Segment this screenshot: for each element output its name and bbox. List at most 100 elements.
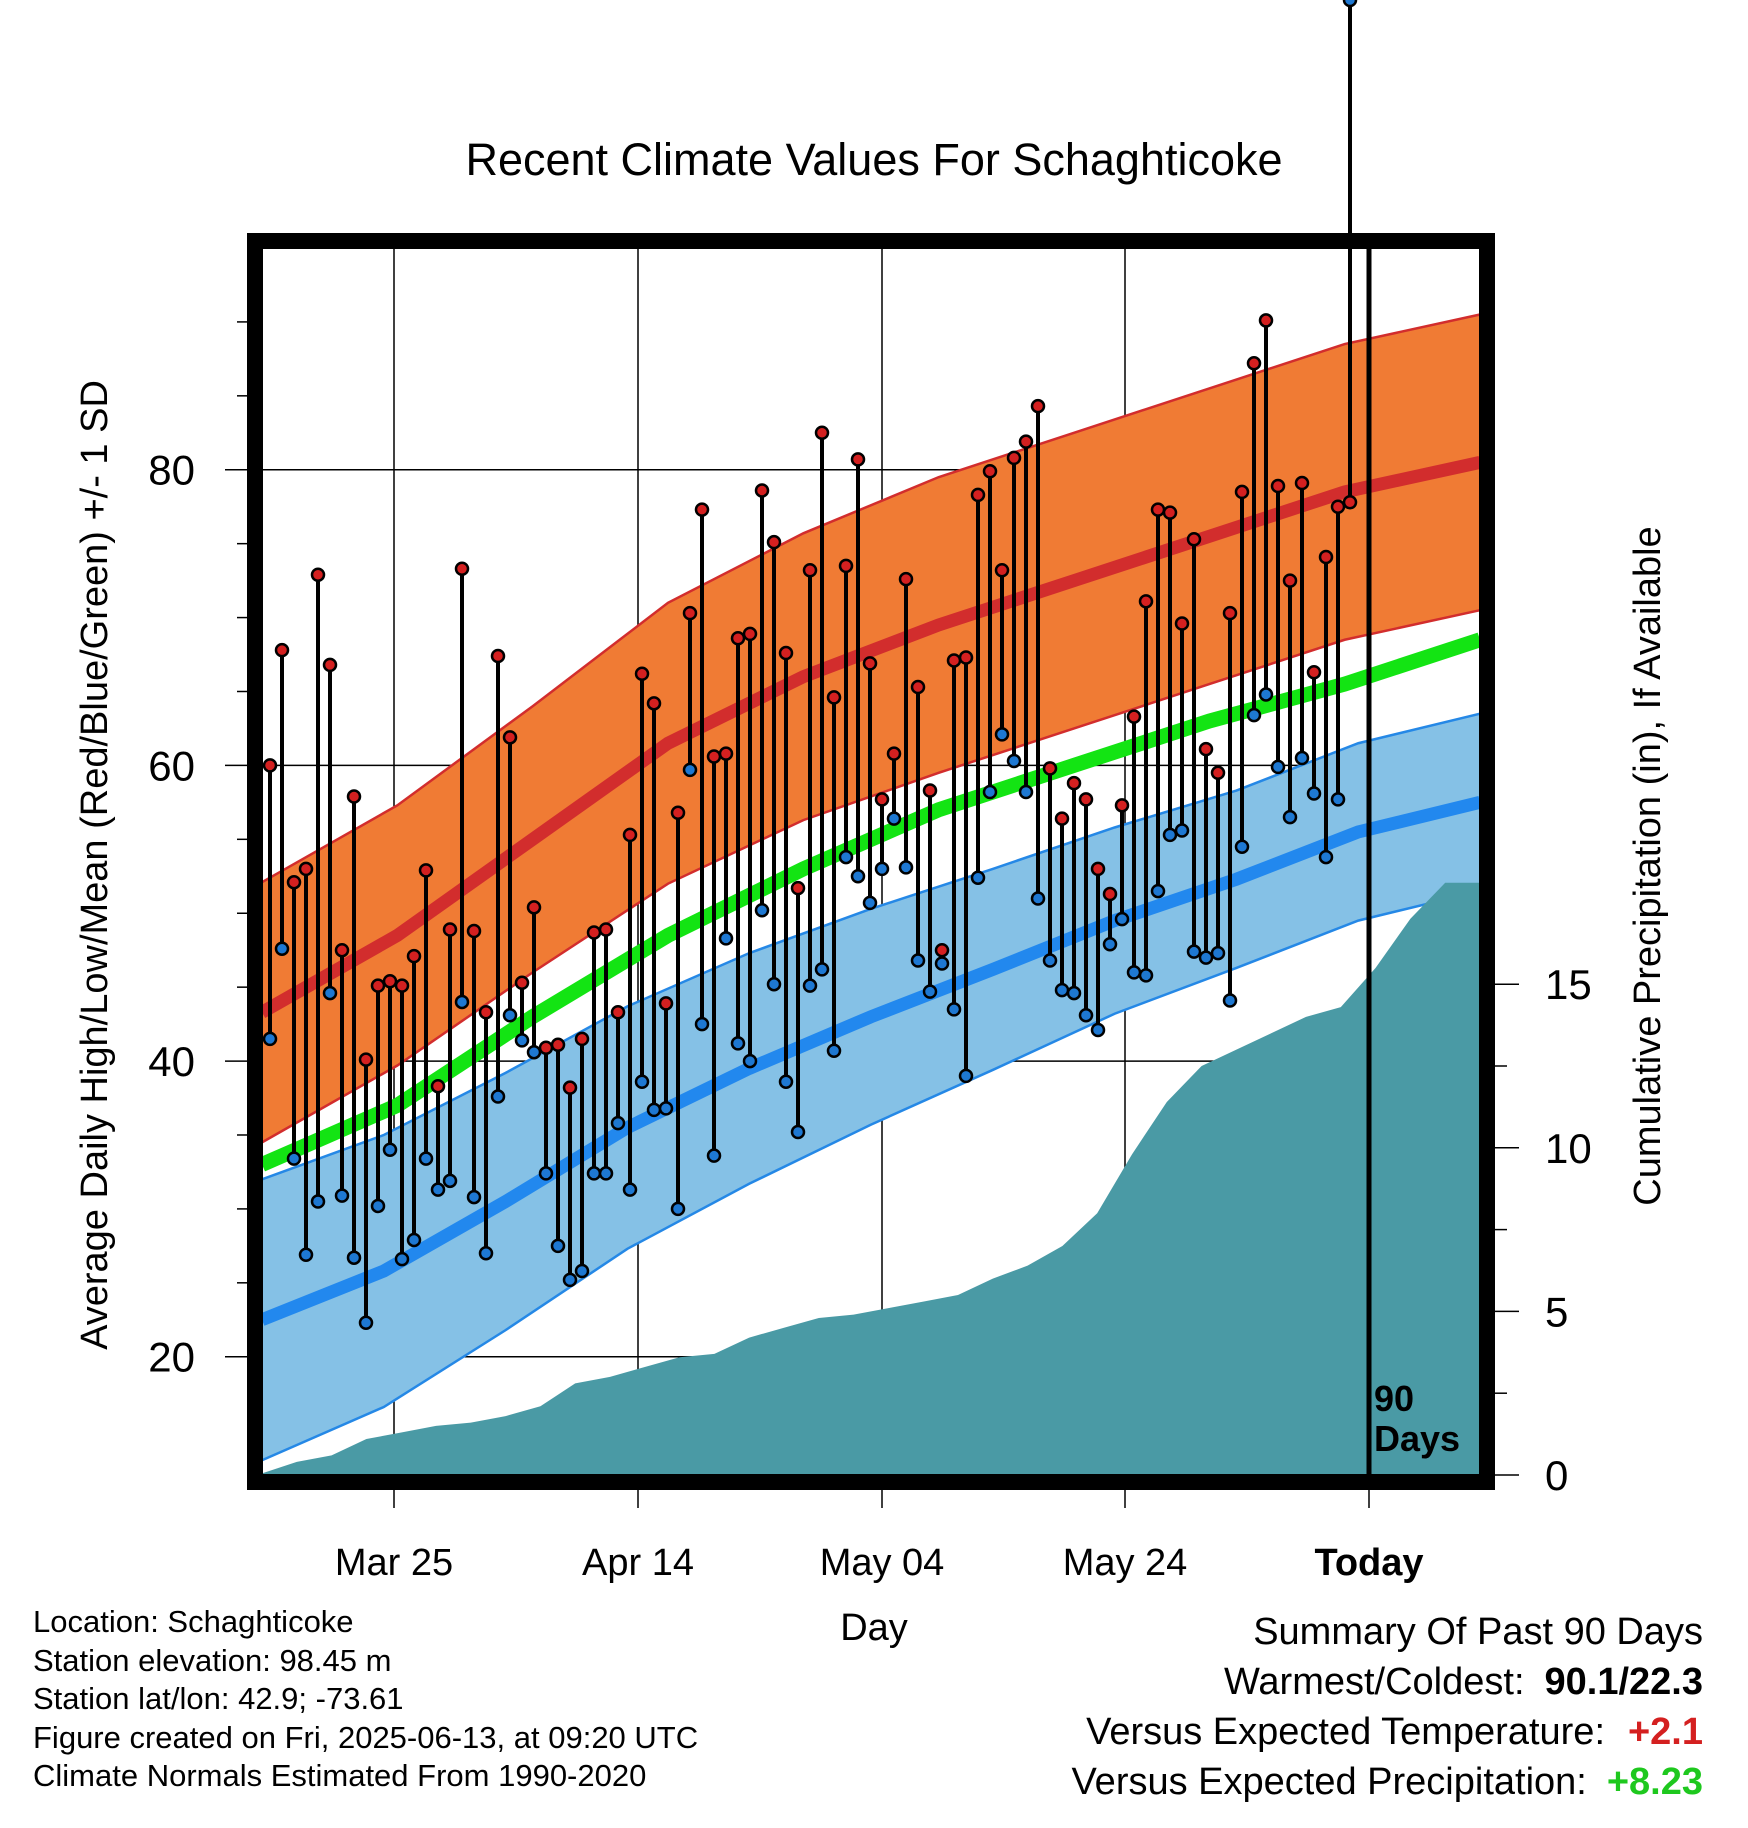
x-tick-label: May 04 bbox=[820, 1542, 945, 1584]
low-point bbox=[790, 1124, 806, 1140]
high-point bbox=[574, 1031, 590, 1047]
high-point bbox=[898, 571, 914, 587]
high-point bbox=[718, 746, 734, 761]
low-point bbox=[1342, 0, 1358, 8]
high-point bbox=[694, 502, 710, 517]
day-49 bbox=[838, 558, 854, 865]
low-point bbox=[598, 1166, 614, 1181]
day-74 bbox=[1138, 594, 1154, 983]
day-23 bbox=[526, 900, 542, 1060]
high-point bbox=[1126, 709, 1142, 724]
summary-title: Summary Of Past 90 Days bbox=[1253, 1611, 1703, 1653]
high-point bbox=[490, 648, 506, 664]
today-marker-label: 90 bbox=[1374, 1378, 1414, 1419]
day-16 bbox=[442, 922, 458, 1189]
high-point bbox=[634, 666, 650, 682]
location-text: Location: Schaghticoke bbox=[33, 1604, 354, 1639]
high-point bbox=[1030, 398, 1046, 414]
y-tick-label: 60 bbox=[148, 742, 195, 789]
low-point bbox=[694, 1016, 710, 1032]
low-point bbox=[910, 953, 926, 968]
low-point bbox=[826, 1043, 842, 1058]
high-point bbox=[1102, 886, 1118, 902]
low-point bbox=[1018, 784, 1034, 800]
low-point bbox=[994, 727, 1010, 742]
day-27 bbox=[574, 1031, 590, 1279]
x-tick-label: Today bbox=[1314, 1542, 1423, 1584]
today-marker-label: Days bbox=[1374, 1418, 1460, 1459]
day-34 bbox=[658, 996, 674, 1116]
low-point bbox=[922, 984, 938, 999]
high-point bbox=[826, 690, 842, 705]
low-point bbox=[682, 762, 698, 778]
y-tick-label: 20 bbox=[148, 1334, 195, 1381]
high-point bbox=[1018, 434, 1034, 449]
low-point bbox=[430, 1182, 446, 1197]
y-axis-label: Average Daily High/Low/Mean (Red/Blue/Gr… bbox=[74, 380, 116, 1350]
high-point bbox=[358, 1052, 374, 1067]
day-81 bbox=[1222, 605, 1238, 1008]
day-54 bbox=[898, 571, 914, 875]
day-8 bbox=[346, 789, 362, 1265]
high-point bbox=[430, 1078, 446, 1094]
day-55 bbox=[910, 679, 926, 968]
normals-text: Climate Normals Estimated From 1990-2020 bbox=[33, 1758, 647, 1793]
high-point bbox=[550, 1037, 566, 1053]
day-69 bbox=[1078, 792, 1094, 1023]
low-point bbox=[982, 784, 998, 800]
high-point bbox=[526, 900, 542, 915]
high-point bbox=[1054, 811, 1070, 826]
low-point bbox=[1090, 1022, 1106, 1038]
high-point bbox=[346, 789, 362, 804]
high-point bbox=[406, 948, 422, 964]
low-point bbox=[454, 994, 470, 1010]
low-point bbox=[1126, 965, 1142, 980]
high-point bbox=[370, 978, 386, 993]
low-point bbox=[418, 1151, 434, 1166]
high-point bbox=[646, 696, 662, 711]
high-point bbox=[1042, 761, 1058, 776]
day-48 bbox=[826, 690, 842, 1058]
high-point bbox=[502, 730, 518, 745]
high-point bbox=[1138, 594, 1154, 609]
low-point bbox=[550, 1238, 566, 1254]
low-point bbox=[1066, 985, 1082, 1001]
day-3 bbox=[286, 874, 302, 1166]
day-6 bbox=[322, 657, 338, 1001]
day-61 bbox=[982, 463, 998, 800]
day-31 bbox=[622, 827, 638, 1197]
day-65 bbox=[1030, 398, 1046, 906]
high-point bbox=[418, 863, 434, 878]
y-tick-label: 80 bbox=[148, 447, 195, 494]
low-point bbox=[814, 962, 830, 977]
low-point bbox=[1006, 753, 1022, 769]
low-point bbox=[1114, 911, 1130, 927]
high-point bbox=[274, 642, 290, 658]
day-46 bbox=[802, 563, 818, 993]
day-42 bbox=[754, 483, 770, 918]
low-point bbox=[394, 1251, 410, 1267]
normal-high-band-upper-edge bbox=[261, 313, 1481, 884]
x-tick-label: Mar 25 bbox=[335, 1542, 453, 1584]
day-10 bbox=[370, 978, 386, 1214]
high-point bbox=[586, 925, 602, 940]
low-point bbox=[1078, 1007, 1094, 1023]
high-point bbox=[730, 631, 746, 646]
high-point bbox=[946, 653, 962, 668]
high-point bbox=[862, 656, 878, 671]
day-33 bbox=[646, 696, 662, 1118]
high-point bbox=[1210, 765, 1226, 781]
high-point bbox=[934, 942, 950, 958]
high-point bbox=[658, 996, 674, 1011]
precip-row: Versus Expected Precipitation: +8.23 bbox=[1071, 1757, 1703, 1807]
high-point bbox=[1090, 861, 1106, 877]
high-point bbox=[778, 645, 794, 661]
day-39 bbox=[718, 746, 734, 946]
high-point bbox=[874, 792, 890, 807]
low-point bbox=[862, 895, 878, 911]
high-point bbox=[742, 626, 758, 642]
day-45 bbox=[790, 880, 806, 1140]
high-point bbox=[1078, 792, 1094, 807]
low-point bbox=[886, 811, 902, 826]
day-11 bbox=[382, 973, 398, 1158]
